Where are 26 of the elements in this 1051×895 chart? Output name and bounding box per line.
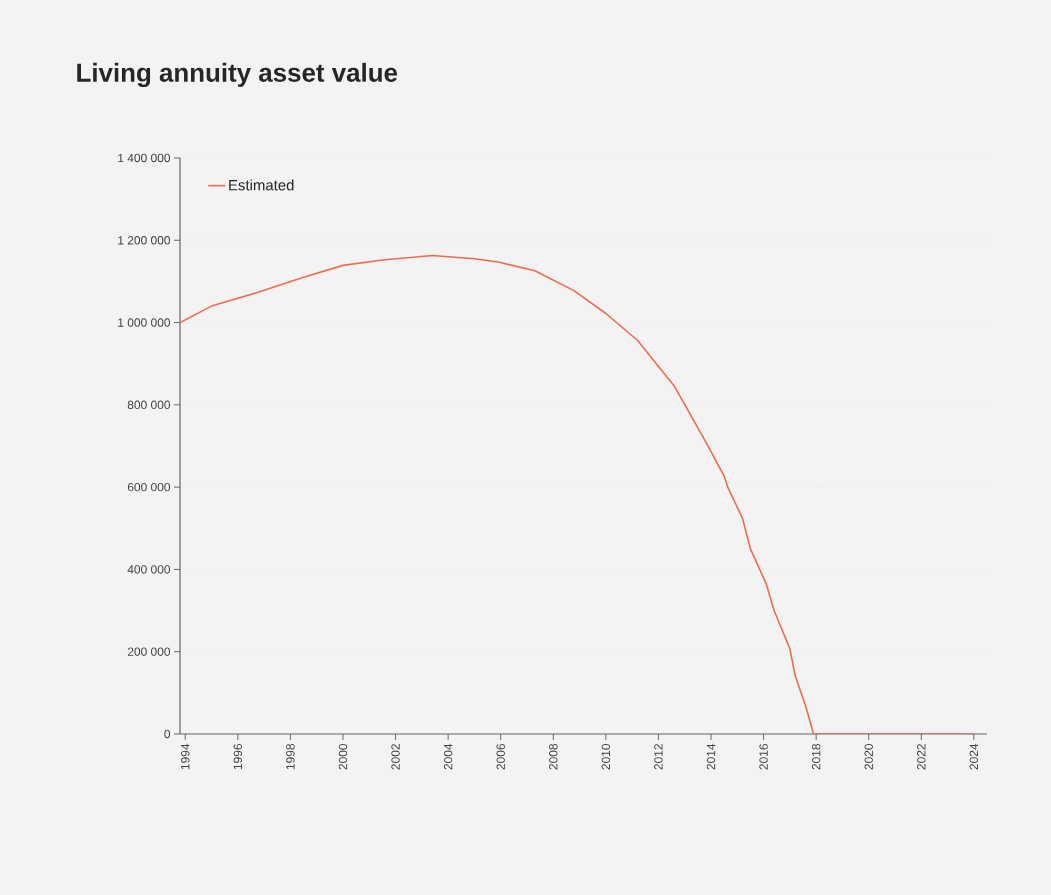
x-tick-label: 1998 [286,744,295,770]
x-tick-label: 2000 [338,743,348,770]
y-tick-label: 600 000 [127,482,171,492]
legend-label: Estimated [229,179,294,191]
x-tick-label: 2024 [969,743,979,770]
chart-title: Living annuity asset value [77,62,398,88]
x-tick-label: 2004 [443,743,453,770]
x-tick-label: 1994 [181,743,190,770]
x-tick-label: 2008 [549,744,558,770]
y-tick-label: 400 000 [127,565,171,574]
x-tick-label: 2002 [391,744,400,770]
y-tick-label: 0 [164,729,171,739]
x-tick-label: 2018 [811,744,821,770]
x-tick-label: 2016 [759,744,768,770]
x-tick-label: 2020 [864,743,873,770]
y-tick-label: 1 200 000 [118,236,171,245]
x-tick-label: 2022 [917,744,926,770]
x-tick-label: 2006 [496,744,505,770]
y-tick-label: 1 000 000 [118,318,171,327]
y-tick-label: 1 400 000 [118,153,171,163]
x-tick-label: 2014 [706,743,716,770]
y-tick-label: 800 000 [127,400,171,410]
x-tick-label: 2012 [654,744,663,770]
x-tick-label: 1996 [233,744,243,770]
y-tick-label: 200 000 [127,647,171,656]
x-tick-label: 2010 [601,743,611,770]
